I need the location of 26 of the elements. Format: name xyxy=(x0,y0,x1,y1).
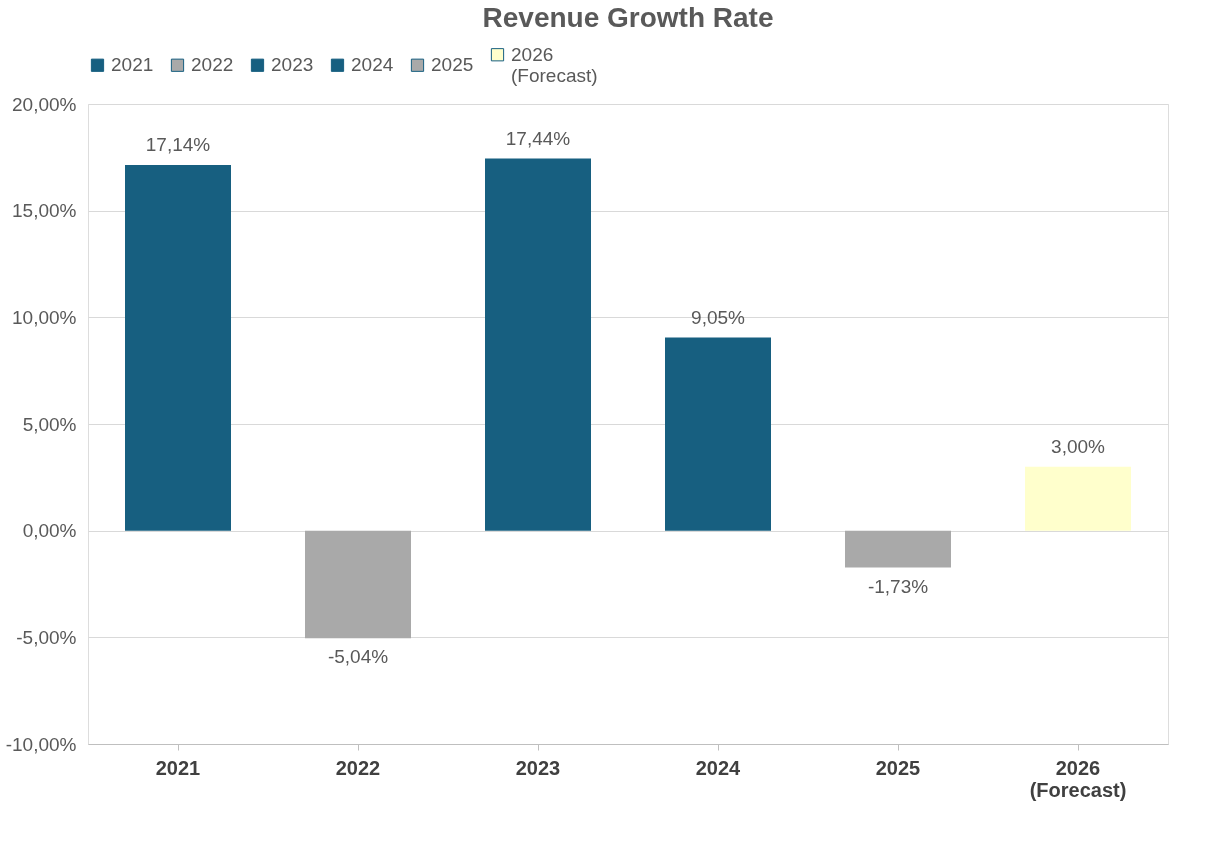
data-label: 17,44% xyxy=(505,127,571,149)
legend-label: 2024 xyxy=(351,54,394,76)
legend-label: 2026 (Forecast) xyxy=(511,43,598,86)
legend-label: 2023 xyxy=(271,54,314,76)
data-label: 9,05% xyxy=(691,306,746,328)
y-tick-label: 15,00% xyxy=(12,200,77,222)
y-tick-label: 5,00% xyxy=(22,413,77,435)
chart-title: Revenue Growth Rate xyxy=(482,2,774,33)
x-tick-label: 2022 xyxy=(335,756,381,779)
data-label: -1,73% xyxy=(867,575,929,597)
y-tick-label: -10,00% xyxy=(5,733,77,755)
x-tick-label: 2021 xyxy=(155,756,201,779)
y-tick-label: 0,00% xyxy=(22,520,77,542)
data-label: -5,04% xyxy=(327,646,389,668)
y-tick-label: 20,00% xyxy=(12,93,77,115)
legend-label: 2022 xyxy=(191,54,234,76)
y-tick-label: 10,00% xyxy=(12,306,77,328)
legend-label: 2021 xyxy=(111,54,154,76)
x-tick-label: 2025 xyxy=(875,756,921,779)
x-tick-label: 2023 xyxy=(515,756,561,779)
data-label: 3,00% xyxy=(1051,435,1106,457)
data-label: 17,14% xyxy=(145,134,211,156)
legend-label: 2025 xyxy=(431,54,474,76)
y-tick-label: -5,00% xyxy=(16,626,77,648)
x-tick-label: 2026 (Forecast) xyxy=(1029,756,1127,801)
x-tick-label: 2024 xyxy=(695,756,742,779)
